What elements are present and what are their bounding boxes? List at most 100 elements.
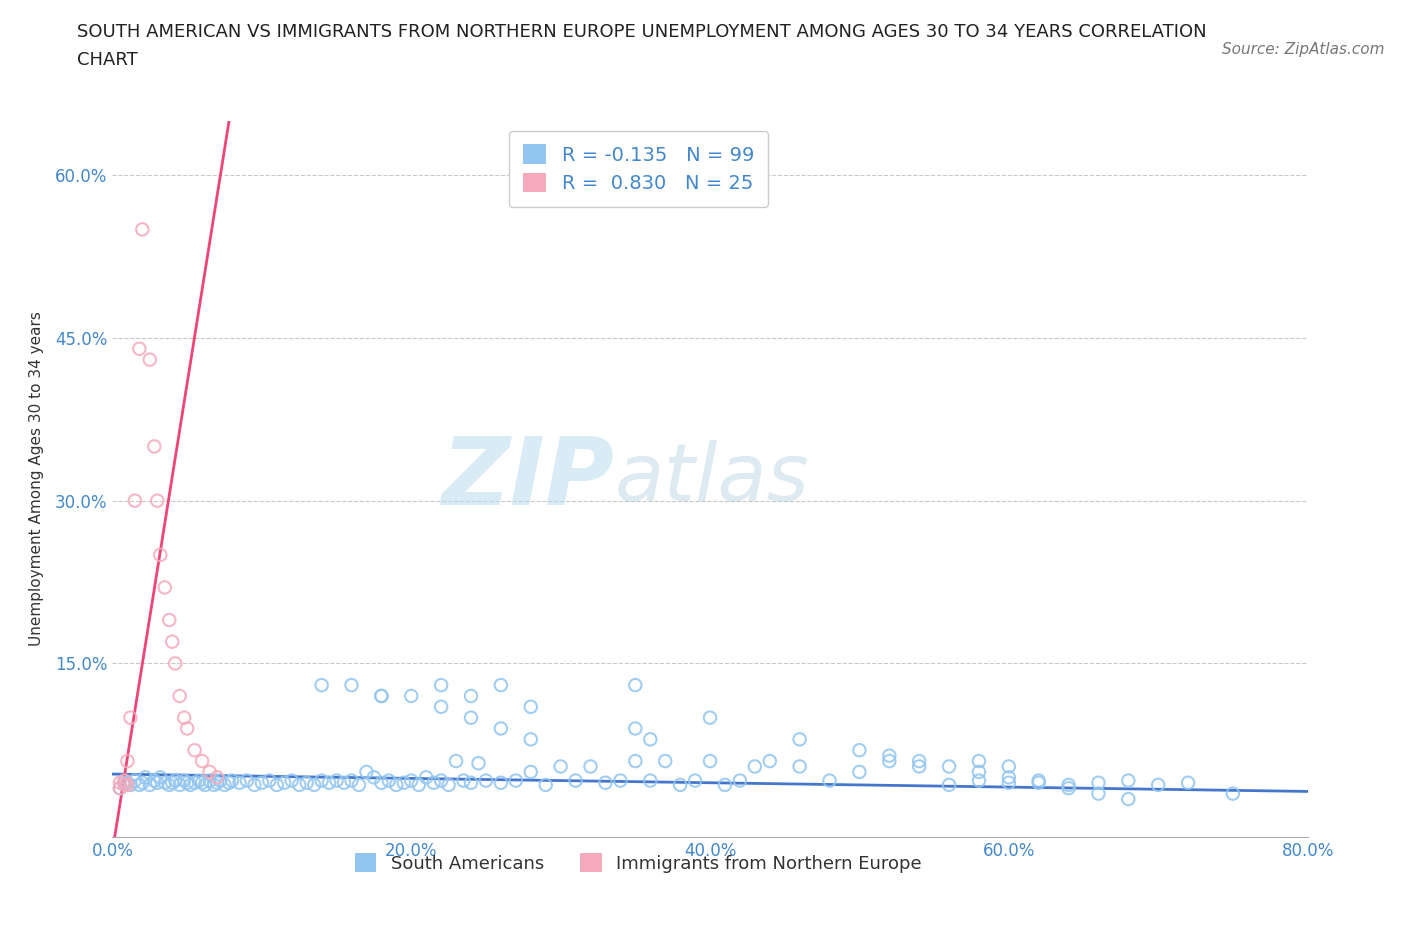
Point: [333, 776, 356, 790]
Point: [169, 777, 191, 792]
Point: [422, 776, 444, 790]
Point: [967, 764, 990, 779]
Point: [401, 773, 423, 788]
Point: [117, 776, 139, 790]
Point: [157, 777, 180, 792]
Point: [430, 699, 453, 714]
Point: [998, 776, 1021, 790]
Point: [938, 759, 960, 774]
Point: [176, 721, 198, 736]
Point: [460, 688, 482, 703]
Point: [609, 773, 631, 788]
Point: [157, 613, 180, 628]
Point: [295, 776, 318, 790]
Point: [124, 493, 146, 508]
Point: [114, 777, 135, 792]
Point: [117, 753, 139, 768]
Point: [998, 759, 1021, 774]
Point: [114, 776, 135, 790]
Point: [117, 777, 139, 792]
Point: [131, 776, 153, 790]
Point: [579, 759, 602, 774]
Point: [624, 721, 647, 736]
Point: [153, 580, 176, 595]
Point: [311, 773, 333, 788]
Point: [385, 777, 408, 792]
Point: [165, 656, 187, 671]
Text: CHART: CHART: [77, 51, 138, 69]
Point: [744, 759, 766, 774]
Point: [534, 777, 557, 792]
Point: [236, 773, 259, 788]
Point: [281, 773, 304, 788]
Point: [1147, 777, 1170, 792]
Point: [699, 753, 721, 768]
Point: [669, 777, 692, 792]
Point: [143, 439, 166, 454]
Point: [165, 773, 187, 788]
Point: [259, 773, 281, 788]
Point: [266, 777, 288, 792]
Text: ZIP: ZIP: [441, 433, 614, 525]
Point: [202, 777, 225, 792]
Point: [302, 777, 325, 792]
Point: [169, 688, 191, 703]
Point: [967, 773, 990, 788]
Point: [848, 764, 870, 779]
Point: [153, 776, 176, 790]
Point: [1118, 791, 1140, 806]
Point: [191, 753, 214, 768]
Point: [114, 773, 135, 788]
Point: [520, 699, 543, 714]
Point: [347, 777, 370, 792]
Point: [1118, 773, 1140, 788]
Point: [489, 721, 512, 736]
Point: [128, 341, 150, 356]
Y-axis label: Unemployment Among Ages 30 to 34 years: Unemployment Among Ages 30 to 34 years: [30, 312, 44, 646]
Point: [595, 776, 617, 790]
Point: [183, 776, 205, 790]
Point: [475, 773, 498, 788]
Point: [139, 777, 162, 792]
Point: [1057, 781, 1080, 796]
Point: [998, 770, 1021, 785]
Point: [489, 776, 512, 790]
Point: [550, 759, 572, 774]
Point: [243, 777, 266, 792]
Point: [325, 773, 347, 788]
Point: [1087, 786, 1109, 801]
Point: [108, 776, 131, 790]
Point: [120, 711, 142, 725]
Point: [134, 770, 156, 785]
Point: [128, 777, 150, 792]
Point: [143, 773, 166, 788]
Point: [728, 773, 751, 788]
Point: [453, 773, 475, 788]
Point: [205, 770, 228, 785]
Point: [908, 759, 931, 774]
Point: [879, 748, 901, 763]
Point: [188, 773, 211, 788]
Point: [1177, 776, 1199, 790]
Point: [176, 776, 198, 790]
Point: [1057, 777, 1080, 792]
Point: [430, 773, 453, 788]
Point: [1028, 773, 1050, 788]
Point: [1222, 786, 1244, 801]
Point: [654, 753, 676, 768]
Point: [415, 770, 437, 785]
Point: [131, 222, 153, 237]
Point: [149, 770, 172, 785]
Point: [173, 711, 195, 725]
Point: [370, 688, 392, 703]
Point: [564, 773, 586, 788]
Point: [183, 743, 205, 758]
Point: [318, 776, 340, 790]
Point: [908, 753, 931, 768]
Point: [640, 773, 662, 788]
Point: [370, 688, 392, 703]
Point: [789, 732, 811, 747]
Point: [149, 548, 172, 563]
Point: [288, 777, 311, 792]
Point: [489, 678, 512, 693]
